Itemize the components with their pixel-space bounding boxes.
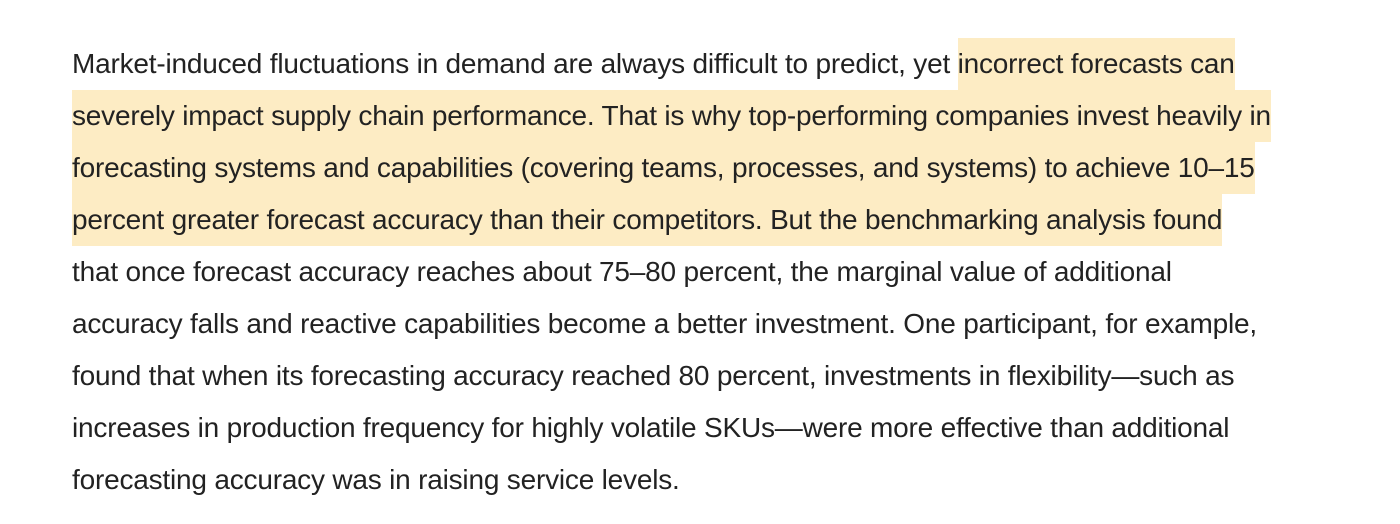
highlighted-text: percent greater forecast accuracy than t…: [72, 194, 1222, 246]
paragraph-line: accuracy falls and reactive capabilities…: [72, 298, 1271, 350]
line-text: Market-induced fluctuations in demand ar…: [72, 48, 958, 79]
paragraph-line: found that when its forecasting accuracy…: [72, 350, 1271, 402]
paragraph-line: increases in production frequency for hi…: [72, 402, 1271, 454]
paragraph-line: percent greater forecast accuracy than t…: [72, 194, 1271, 246]
article-paragraph: Market-induced fluctuations in demand ar…: [72, 38, 1271, 506]
paragraph-line: forecasting systems and capabilities (co…: [72, 142, 1271, 194]
highlighted-text: forecasting systems and capabilities (co…: [72, 142, 1255, 194]
line-text: increases in production frequency for hi…: [72, 412, 1230, 443]
paragraph-line: that once forecast accuracy reaches abou…: [72, 246, 1271, 298]
line-text: that once forecast accuracy reaches abou…: [72, 256, 1172, 287]
paragraph-line: Market-induced fluctuations in demand ar…: [72, 38, 1271, 90]
highlighted-text: incorrect forecasts can: [957, 38, 1235, 90]
line-text: forecasting accuracy was in raising serv…: [72, 464, 680, 495]
paragraph-line: severely impact supply chain performance…: [72, 90, 1271, 142]
line-text: accuracy falls and reactive capabilities…: [72, 308, 1258, 339]
line-text: found that when its forecasting accuracy…: [72, 360, 1235, 391]
paragraph-line: forecasting accuracy was in raising serv…: [72, 454, 1271, 506]
highlighted-text: severely impact supply chain performance…: [72, 90, 1271, 142]
